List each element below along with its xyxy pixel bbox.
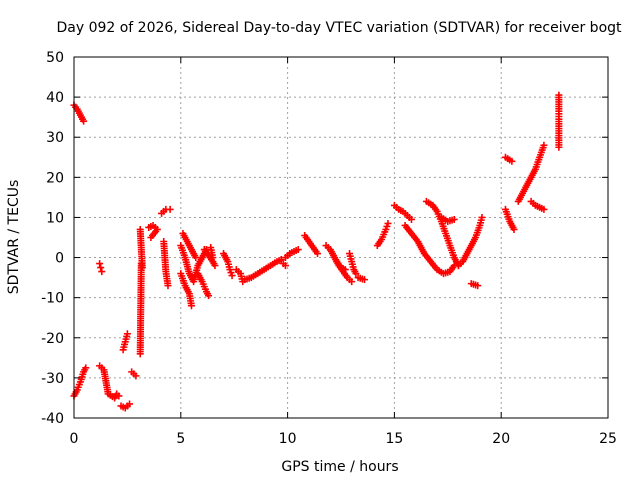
data-point bbox=[450, 215, 458, 223]
data-point bbox=[164, 282, 172, 290]
data-point bbox=[474, 282, 482, 290]
data-point bbox=[82, 364, 90, 372]
plot-frame bbox=[73, 56, 609, 419]
data-point bbox=[187, 302, 195, 310]
data-point bbox=[136, 225, 144, 233]
x-tick-label: 10 bbox=[279, 431, 297, 447]
y-tick-label: 40 bbox=[46, 90, 64, 106]
data-point bbox=[384, 219, 392, 227]
data-point bbox=[97, 264, 105, 272]
data-point bbox=[205, 292, 213, 300]
data-point bbox=[123, 330, 131, 338]
data-point bbox=[510, 225, 518, 233]
y-tick-label: 20 bbox=[46, 170, 64, 186]
x-tick-label: 25 bbox=[599, 431, 617, 447]
data-point bbox=[360, 276, 368, 284]
data-point bbox=[281, 262, 289, 270]
data-point bbox=[352, 270, 360, 278]
y-axis-label: SDTVAR / TECUs bbox=[6, 180, 22, 295]
data-point bbox=[96, 260, 104, 268]
y-tick-label: -30 bbox=[41, 371, 64, 387]
grid-lines bbox=[74, 57, 608, 418]
x-tick-label: 15 bbox=[385, 431, 403, 447]
data-point bbox=[341, 266, 349, 274]
data-point bbox=[277, 256, 285, 264]
data-point bbox=[348, 278, 356, 286]
y-tick-label: 10 bbox=[46, 210, 64, 226]
y-tick-labels: -40 -30 -20 -10 0 10 20 30 40 50 bbox=[41, 50, 64, 427]
data-point bbox=[209, 254, 217, 262]
data-point bbox=[98, 268, 106, 276]
data-point bbox=[478, 213, 486, 221]
x-tick-label: 0 bbox=[70, 431, 79, 447]
data-point bbox=[211, 262, 219, 270]
data-point bbox=[192, 254, 200, 262]
data-point bbox=[294, 246, 302, 254]
y-tick-label: 50 bbox=[46, 50, 64, 66]
x-tick-label: 5 bbox=[176, 431, 185, 447]
y-tick-label: -40 bbox=[41, 411, 64, 427]
x-axis-label: GPS time / hours bbox=[281, 459, 398, 475]
data-point bbox=[508, 157, 516, 165]
data-markers bbox=[70, 91, 563, 412]
data-point bbox=[80, 117, 88, 125]
chart-title: Day 092 of 2026, Sidereal Day-to-day VTE… bbox=[56, 20, 622, 36]
y-tick-label: 0 bbox=[55, 251, 64, 267]
data-point bbox=[126, 400, 134, 408]
data-point bbox=[407, 215, 415, 223]
x-tick-label: 20 bbox=[492, 431, 510, 447]
y-tick-label: -20 bbox=[41, 331, 64, 347]
data-point bbox=[115, 392, 123, 400]
data-point bbox=[228, 272, 236, 280]
y-tick-label: -10 bbox=[41, 291, 64, 307]
y-tick-label: 30 bbox=[46, 130, 64, 146]
data-point bbox=[147, 234, 155, 241]
data-point bbox=[166, 205, 174, 213]
data-point bbox=[555, 91, 563, 99]
data-point bbox=[540, 205, 548, 213]
data-point bbox=[314, 250, 322, 258]
x-tick-labels: 0 5 10 15 20 25 bbox=[70, 431, 617, 447]
data-point bbox=[132, 372, 140, 380]
data-point bbox=[540, 141, 548, 149]
